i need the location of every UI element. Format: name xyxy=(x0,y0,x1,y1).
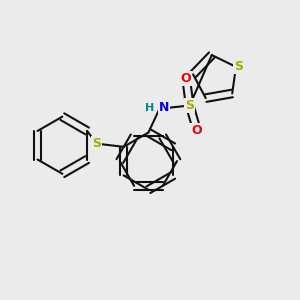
Text: O: O xyxy=(181,72,191,85)
Text: N: N xyxy=(159,100,169,114)
Text: S: S xyxy=(92,137,101,150)
Text: S: S xyxy=(234,60,243,73)
Text: H: H xyxy=(146,103,154,113)
Text: S: S xyxy=(185,99,194,112)
Text: O: O xyxy=(191,124,202,137)
